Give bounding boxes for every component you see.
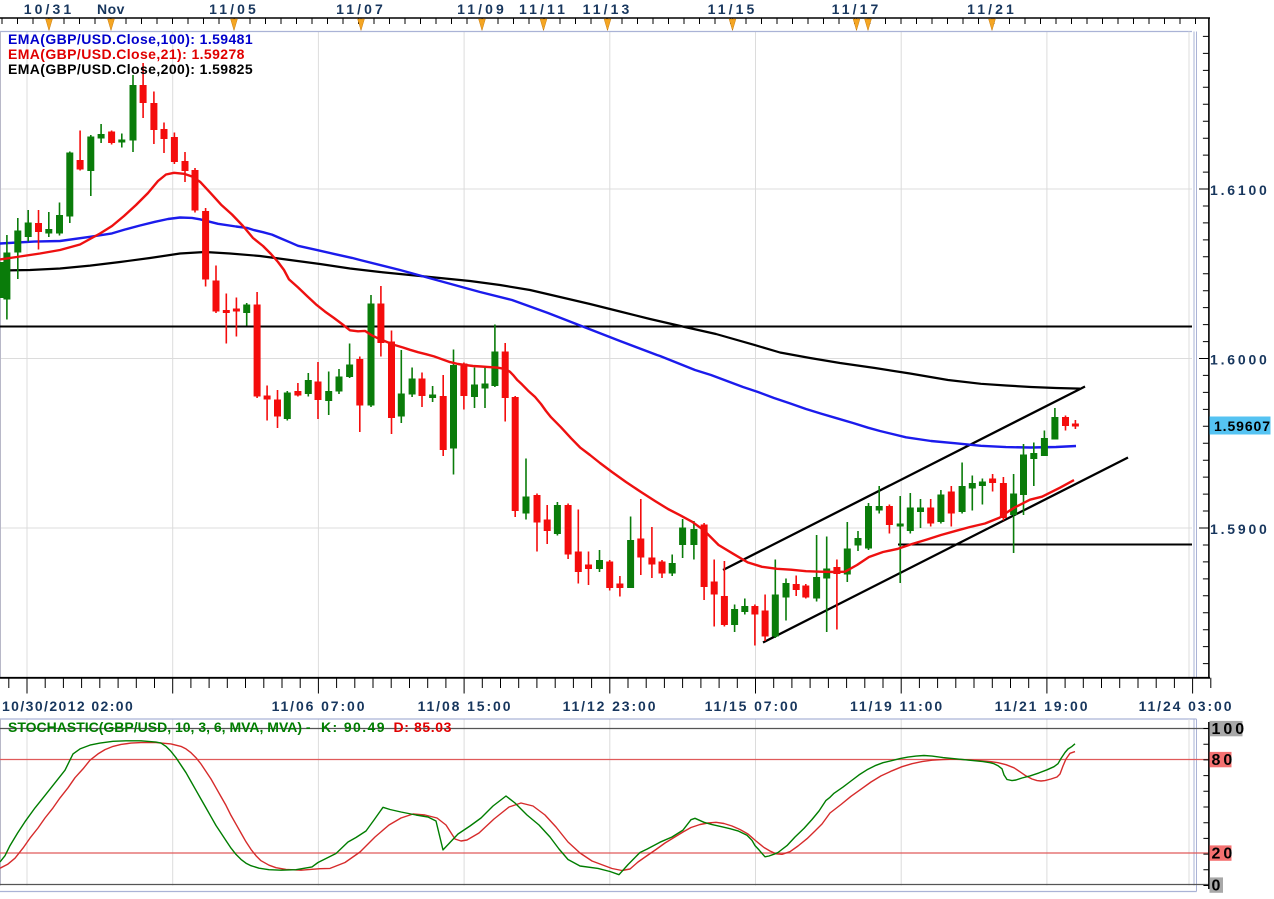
svg-text:1.6100: 1.6100: [1210, 182, 1270, 198]
svg-text:11/21: 11/21: [967, 1, 1017, 17]
svg-text:EMA(GBP/USD.Close,200): 1.5982: EMA(GBP/USD.Close,200): 1.59825: [8, 61, 253, 77]
svg-text:EMA(GBP/USD.Close,21): 1.59278: EMA(GBP/USD.Close,21): 1.59278: [8, 46, 245, 62]
svg-text:11/13: 11/13: [583, 1, 633, 17]
svg-text:11/17: 11/17: [832, 1, 882, 17]
svg-text:10/30/2012 02:00: 10/30/2012 02:00: [2, 698, 134, 714]
svg-text:1.59607: 1.59607: [1214, 418, 1271, 434]
svg-text:Nov: Nov: [97, 1, 125, 17]
svg-text:11/21 19:00: 11/21 19:00: [995, 698, 1090, 714]
svg-text:100: 100: [1212, 721, 1248, 738]
svg-text:11/09: 11/09: [457, 1, 507, 17]
svg-text:11/05: 11/05: [209, 1, 259, 17]
svg-text:20: 20: [1212, 846, 1236, 863]
svg-text:EMA(GBP/USD.Close,100): 1.5948: EMA(GBP/USD.Close,100): 1.59481: [8, 31, 253, 47]
svg-text:10/31: 10/31: [24, 1, 75, 17]
svg-text:1.5900: 1.5900: [1210, 521, 1270, 537]
svg-text:11/15: 11/15: [708, 1, 758, 17]
svg-text:11/12 23:00: 11/12 23:00: [563, 698, 658, 714]
svg-text:11/24 03:00: 11/24 03:00: [1139, 698, 1234, 714]
svg-text:80: 80: [1212, 752, 1236, 769]
svg-text:11/15 07:00: 11/15 07:00: [705, 698, 800, 714]
svg-text:11/07: 11/07: [336, 1, 386, 17]
svg-text:0: 0: [1212, 878, 1224, 894]
svg-text:11/08 15:00: 11/08 15:00: [418, 698, 513, 714]
svg-text:11/19 11:00: 11/19 11:00: [850, 698, 944, 714]
svg-text:1.6000: 1.6000: [1210, 352, 1270, 368]
svg-text:11/06 07:00: 11/06 07:00: [272, 698, 367, 714]
svg-text:11/11: 11/11: [519, 1, 568, 17]
svg-text:STOCHASTIC(GBP/USD, 10, 3, 6,: STOCHASTIC(GBP/USD, 10, 3, 6, MVA, MVA) …: [8, 719, 452, 735]
